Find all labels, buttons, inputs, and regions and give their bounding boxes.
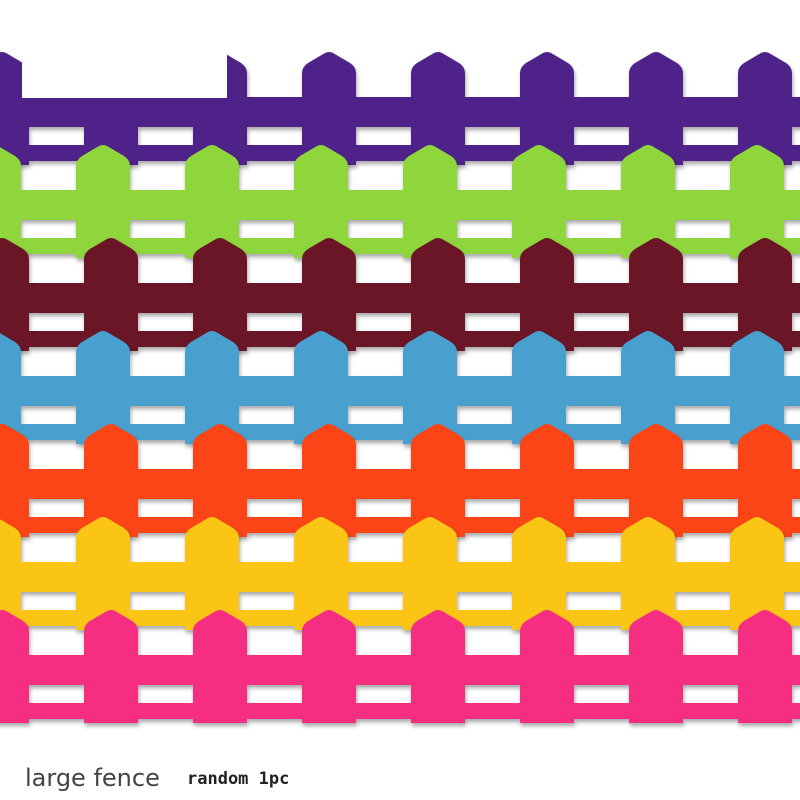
fence-picket	[738, 52, 792, 165]
fence-picket	[621, 145, 675, 258]
fence-picket	[302, 238, 356, 351]
fence-picket	[738, 610, 792, 723]
caption-note: random 1pc	[187, 769, 289, 789]
fence-picket	[621, 331, 675, 444]
fence-picket	[84, 610, 138, 723]
fence-picket	[629, 52, 683, 165]
fence-picket	[520, 424, 574, 537]
fence-picket	[411, 424, 465, 537]
fence-picket	[0, 519, 21, 630]
fence	[0, 145, 800, 258]
fence	[0, 517, 800, 630]
fence-picket	[76, 517, 130, 630]
fence-picket	[730, 331, 784, 444]
fence-picket	[76, 331, 130, 444]
fence-picket	[294, 331, 348, 444]
fence-picket	[193, 238, 247, 351]
fence	[0, 610, 800, 723]
fence-picket	[411, 610, 465, 723]
fence-picket	[512, 145, 566, 258]
fence-picket	[185, 517, 239, 630]
fence-picket	[0, 424, 29, 537]
fence-picket	[629, 610, 683, 723]
fence-picket	[512, 331, 566, 444]
fence-picket	[302, 610, 356, 723]
fence-picket	[302, 424, 356, 537]
fence-picket	[512, 517, 566, 630]
fence	[0, 424, 800, 537]
fence-picket	[520, 610, 574, 723]
fence-picket	[185, 331, 239, 444]
fence-picket	[0, 147, 21, 258]
fence-picket	[738, 238, 792, 351]
fence	[0, 238, 800, 351]
fence-picket	[738, 424, 792, 537]
fence-picket	[193, 424, 247, 537]
fence-picket	[0, 333, 21, 444]
fence-picket	[294, 517, 348, 630]
fence-picket	[621, 517, 675, 630]
fence-picket	[629, 424, 683, 537]
fence-picket	[730, 517, 784, 630]
fence-picket	[84, 238, 138, 351]
caption-title: large fence	[25, 764, 160, 792]
fence-picket	[193, 610, 247, 723]
fence-picket	[0, 238, 29, 351]
fence-picket	[403, 331, 457, 444]
white-patch	[22, 40, 227, 98]
fence-picket	[84, 424, 138, 537]
fence-picket	[629, 238, 683, 351]
fence-picket	[0, 52, 29, 165]
fence-picket	[411, 52, 465, 165]
fence-picket	[302, 52, 356, 165]
fence-picket	[403, 145, 457, 258]
fence-picket	[403, 517, 457, 630]
fence-picket	[411, 238, 465, 351]
fence-picket	[185, 145, 239, 258]
fence-picket	[520, 52, 574, 165]
fence-picket	[730, 145, 784, 258]
fence-picket	[520, 238, 574, 351]
fence-picket	[76, 145, 130, 258]
fence-picket	[294, 145, 348, 258]
fence-stack	[0, 40, 800, 723]
fence-picket	[0, 610, 29, 723]
